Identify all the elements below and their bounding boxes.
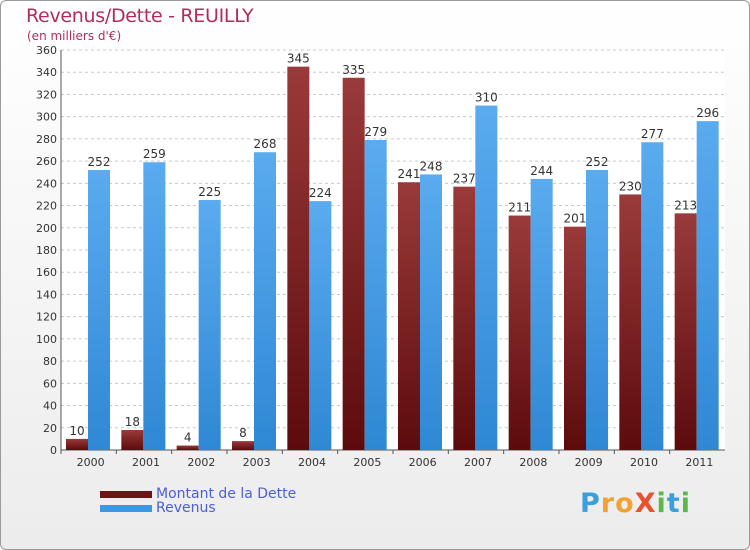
bar-revenue-2006 [420,174,442,450]
data-label: 248 [420,159,443,173]
data-label: 268 [254,137,277,151]
data-label: 279 [364,125,387,139]
bar-debt-2011 [674,213,697,450]
bar-debt-2003 [232,441,254,450]
x-tick-label: 2010 [630,456,658,469]
data-label: 335 [342,63,365,77]
y-tick-label: 60 [43,377,57,390]
logo-letter-1: r [600,488,616,519]
logo-letter-3: X [634,488,657,519]
y-tick-label: 260 [36,155,57,168]
data-label: 230 [619,179,642,193]
x-tick-label: 2002 [187,456,215,469]
bar-debt-2010 [619,194,642,450]
bar-revenue-2001 [143,162,166,450]
x-tick-label: 2001 [132,456,160,469]
bar-debt-2008 [508,215,531,450]
bar-revenue-2009 [586,170,608,450]
logo-letter-0: P [580,488,601,519]
data-label: 10 [69,424,84,438]
logo-letter-5: t [666,488,681,519]
chart-title: Revenus/Dette - REUILLY [26,5,254,27]
y-tick-label: 100 [36,333,57,346]
y-tick-label: 320 [36,88,57,101]
x-tick-label: 2008 [519,456,547,469]
bar-revenue-2008 [530,178,553,450]
data-label: 310 [475,91,498,105]
y-tick-label: 120 [36,311,57,324]
x-tick-label: 2004 [298,456,326,469]
x-tick-label: 2005 [353,456,381,469]
bar-debt-2004 [287,66,310,451]
y-tick-label: 360 [36,44,57,57]
y-tick-label: 340 [36,66,57,79]
data-label: 224 [309,186,332,200]
y-tick-label: 220 [36,200,57,213]
y-tick-label: 40 [43,400,57,413]
legend-label-debt: Montant de la Dette [156,486,297,502]
y-tick-label: 80 [43,355,57,368]
logo-letter-6: i [680,488,691,519]
bar-debt-2001 [121,430,144,450]
data-label: 211 [508,201,531,215]
y-tick-label: 20 [43,422,57,435]
bar-debt-2006 [398,182,420,450]
bar-revenue-2011 [696,121,719,450]
y-tick-label: 160 [36,266,57,279]
y-tick-label: 140 [36,288,57,301]
y-tick-label: 200 [36,222,57,235]
x-tick-label: 2006 [409,456,437,469]
data-label: 277 [641,127,664,141]
logo-letter-4: i [656,488,667,519]
x-tick-label: 2000 [77,456,105,469]
legend-swatch-debt [100,491,152,498]
y-tick-label: 240 [36,177,57,190]
data-label: 259 [143,147,166,161]
bar-revenue-2007 [475,105,498,451]
bar-revenue-2000 [88,170,110,450]
x-tick-label: 2011 [685,456,713,469]
data-label: 201 [564,212,587,226]
data-label: 18 [125,415,140,429]
data-label: 241 [398,167,421,181]
data-label: 296 [696,106,719,120]
bar-debt-2009 [564,226,586,450]
x-tick-label: 2007 [464,456,492,469]
data-label: 8 [239,426,247,440]
bar-revenue-2010 [641,142,664,450]
y-tick-label: 300 [36,111,57,124]
data-label: 4 [184,431,192,445]
data-label: 252 [88,155,111,169]
bar-debt-2002 [176,445,199,450]
data-label: 225 [198,185,221,199]
proxiti-logo: ProXiti [580,488,691,519]
bar-revenue-2003 [254,152,276,450]
data-label: 213 [674,198,697,212]
y-tick-label: 280 [36,133,57,146]
chart-subtitle: (en milliers d'€) [27,29,122,43]
x-tick-label: 2003 [243,456,271,469]
bar-debt-2000 [66,438,88,450]
logo-letter-2: o [615,488,635,519]
data-label: 237 [453,172,476,186]
data-label: 244 [530,164,553,178]
bar-revenue-2005 [364,140,387,450]
data-label: 252 [586,155,609,169]
x-tick-label: 2009 [575,456,603,469]
bar-revenue-2004 [309,201,332,450]
y-tick-label: 0 [50,444,57,457]
bar-debt-2005 [342,77,365,451]
legend-swatch-revenue [100,505,152,512]
data-label: 345 [287,52,310,66]
bar-revenue-2002 [198,200,221,450]
y-tick-label: 180 [36,244,57,257]
bar-debt-2007 [453,186,476,450]
legend-label-revenue: Revenus [156,500,216,516]
